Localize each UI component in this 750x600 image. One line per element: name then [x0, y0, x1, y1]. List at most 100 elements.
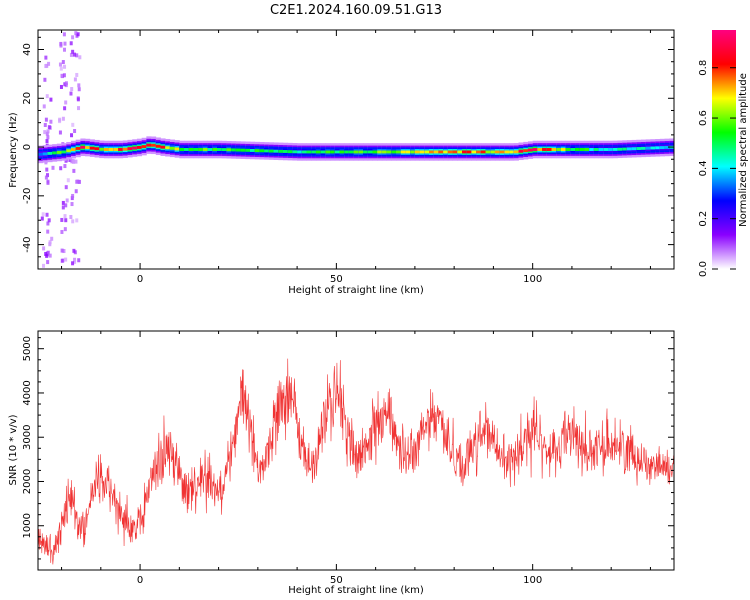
snr-series-line [37, 358, 675, 565]
snr-y-tick-label: 4000 [22, 380, 33, 405]
spectrogram-band-cell [202, 148, 208, 151]
spectrogram-band-cell [589, 148, 595, 151]
spectrogram-band-cell [532, 148, 538, 151]
spectrogram-noise-cell [73, 77, 77, 82]
spectrogram-y-label: Frequency (Hz) [8, 112, 19, 188]
spectrogram-noise-cell [75, 218, 79, 223]
spectrogram-noise-cell [44, 251, 48, 256]
spectrogram-band-cell [264, 149, 270, 153]
spectrogram-band-cell [66, 149, 72, 153]
spectrogram-noise-cell [76, 179, 80, 184]
spectrogram-band-cell [565, 148, 571, 151]
spectrogram-noise-cell [45, 131, 49, 136]
spectrogram-band-cell [320, 150, 326, 154]
spectrogram-band-cell [631, 147, 637, 151]
spectrogram-band-cell [311, 150, 317, 154]
spectrogram-noise-cell [43, 77, 47, 82]
snr-y-tick-label: 1000 [22, 513, 33, 538]
spectrogram-noise-cell [60, 258, 64, 263]
spectrogram-band-cell [47, 151, 53, 155]
snr-y-label: SNR (10 * v/v) [8, 414, 19, 485]
spectrogram-noise-cell [74, 159, 78, 164]
spectrogram-band-cell [419, 150, 425, 154]
spectrogram-band-cell [485, 150, 491, 154]
spectrogram-band-cell [584, 148, 590, 151]
spectrogram-noise-cell [72, 159, 76, 164]
spectrogram-band-cell [377, 150, 383, 154]
spectrogram-noise-cell [64, 185, 68, 190]
spectrogram-band-cell [655, 146, 661, 150]
spectrogram-band-cell [235, 148, 241, 152]
spectrogram-noise-cell [77, 106, 81, 111]
spectrogram-band-cell [141, 145, 147, 149]
spectrogram-noise-cell [72, 168, 76, 173]
spectrogram-noise-cell [71, 35, 75, 40]
spectrogram-noise-cell [63, 227, 67, 232]
spectrogram-band-cell [645, 146, 651, 150]
spectrogram-band-cell [325, 150, 331, 154]
spectrogram-noise-cell [73, 259, 77, 264]
spectrogram-y-tick-label: -40 [22, 236, 33, 252]
spectrogram-band-cell [579, 148, 585, 151]
spectrogram-band-cell [551, 148, 557, 151]
spectrogram-band-cell [518, 149, 524, 153]
spectrogram-band-cell [301, 150, 307, 154]
spectrogram-band-cell [598, 148, 604, 151]
spectrogram-panel: 0 50 100 -40 -20 0 20 40 Height of straight li… [8, 29, 675, 296]
spectrogram-band-cell [250, 149, 256, 152]
spectrogram-noise-cell [70, 202, 74, 207]
spectrogram-band-cell [174, 147, 180, 151]
spectrogram-noise-cell [71, 122, 75, 127]
spectrogram-noise-cell [69, 52, 73, 57]
spectrogram-band-cell [339, 150, 345, 154]
colorbar: 0.0 0.2 0.4 0.6 0.8 Normalized spectral ampl… [698, 30, 749, 277]
spectrogram-noise-cell [69, 91, 73, 96]
spectrogram-noise-cell [78, 55, 82, 60]
spectrogram-noise-cell [63, 82, 67, 87]
spectrogram-x-label: Height of straight line (km) [288, 285, 424, 296]
colorbar-tick-label: 0.6 [698, 110, 709, 126]
spectrogram-noise-cell [72, 52, 76, 57]
spectrogram-band-cell [306, 150, 312, 154]
snr-y-tick-label: 3000 [22, 424, 33, 449]
spectrogram-band-cell [198, 148, 204, 151]
spectrogram-band-cell [113, 148, 119, 151]
spectrogram-band-cell [443, 150, 449, 154]
spectrogram-noise-cell [44, 175, 48, 180]
spectrogram-band-cell [259, 149, 265, 153]
spectrogram-noise-cell [70, 196, 74, 201]
spectrogram-band-cell [287, 150, 293, 154]
colorbar-tick-label: 0.8 [698, 60, 709, 76]
spectrogram-band-cell [217, 148, 223, 151]
spectrogram-band-cell [297, 150, 303, 154]
spectrogram-x-tick-label: 50 [330, 274, 343, 285]
spectrogram-band-cell [560, 148, 567, 151]
spectrogram-x-tick-label: 0 [137, 274, 143, 285]
spectrogram-noise-cell [42, 246, 46, 251]
spectrogram-band-cell [372, 150, 378, 154]
spectrogram-noise-cell [44, 117, 48, 122]
spectrogram-noise-cell [69, 41, 73, 46]
spectrogram-noise-cell [64, 257, 68, 262]
spectrogram-band-cell [282, 150, 289, 153]
spectrogram-noise-cell [44, 64, 48, 69]
spectrogram-band-cell [537, 148, 543, 151]
colorbar-tick-label: 0.4 [698, 160, 709, 176]
spectrogram-band-cell [344, 150, 350, 154]
spectrogram-band-cell [136, 145, 143, 149]
spectrogram-band-cell [527, 148, 534, 152]
spectrogram-band-cell [108, 148, 114, 151]
spectrogram-noise-cell [75, 72, 79, 77]
spectrogram-band-cell [245, 148, 251, 152]
spectrogram-band-cell [612, 147, 618, 151]
spectrogram-band-cell [268, 149, 274, 153]
spectrogram-noise-cell [74, 189, 78, 194]
spectrogram-band-cell [155, 144, 161, 148]
spectrogram-noise-cell [60, 73, 64, 78]
snr-x-tick-label: 0 [137, 575, 143, 586]
spectrogram-band-cell [641, 146, 647, 150]
colorbar-tick-label: 0.0 [698, 261, 709, 277]
spectrogram-noise-cell [43, 122, 47, 127]
colorbar-ticks: 0.0 0.2 0.4 0.6 0.8 [698, 60, 736, 277]
spectrogram-noise-cell [75, 53, 79, 58]
